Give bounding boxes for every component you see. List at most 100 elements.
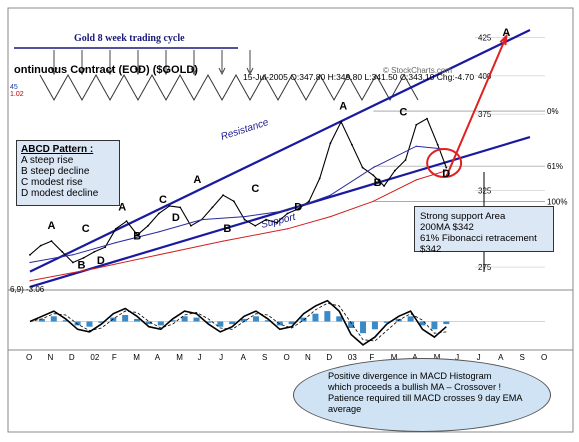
pattern-letter: A (502, 27, 510, 39)
price-point (329, 142, 332, 145)
price-series-line (29, 117, 447, 264)
cycle-arrow-head (78, 67, 86, 76)
pattern-letter: C (159, 194, 167, 206)
contract-title: ontinuous Contract (EOD) ($GOLD) (14, 64, 198, 76)
price-point (286, 228, 289, 230)
x-axis-label: O (284, 353, 290, 362)
price-point (308, 200, 310, 203)
support-line: 200MA $342 (420, 222, 474, 233)
price-point (426, 117, 428, 120)
price-point (125, 220, 128, 223)
price-point (350, 143, 353, 146)
macd-histogram-bar (348, 321, 355, 328)
pattern-letter: D (97, 255, 105, 267)
x-axis-label: N (305, 353, 311, 362)
price-point (61, 250, 64, 253)
macd-histogram-bar (431, 321, 438, 330)
macd-histogram-bar (407, 316, 414, 322)
stockcharts-credit: © StockCharts.com (383, 66, 453, 75)
cycle-arrow-head (190, 67, 198, 76)
abcd-pattern-box: ABCD Pattern : A steep rise B steep decl… (16, 140, 120, 206)
macd-histogram-bar (38, 318, 45, 322)
price-point (93, 250, 96, 253)
macd-note-line: which proceeds a bullish MA – Crossover … (328, 382, 502, 392)
macd-histogram-bar (324, 311, 331, 322)
price-point (361, 166, 364, 169)
price-point (201, 219, 203, 221)
macd-histogram-bar (98, 321, 105, 323)
pattern-letter: C (251, 183, 259, 195)
price-point (136, 234, 139, 236)
macd-signal-line (29, 302, 447, 342)
price-point (29, 280, 31, 282)
price-point (168, 204, 171, 207)
macd-histogram-bar (229, 321, 236, 325)
price-tick-label: 325 (478, 187, 492, 196)
macd-note-line: Positive divergence in MACD Histogram (328, 371, 492, 381)
pattern-letter: B (78, 260, 86, 272)
x-axis-label: N (47, 353, 53, 362)
price-point (445, 166, 448, 169)
cycle-title: Gold 8 week trading cycle (74, 33, 185, 44)
macd-histogram-bar (360, 321, 367, 334)
price-point (72, 261, 74, 264)
pattern-letter: C (82, 223, 90, 235)
price-point (72, 254, 74, 256)
price-point (275, 221, 278, 224)
x-axis-label: S (262, 353, 267, 362)
x-axis-label: J (219, 353, 223, 362)
price-point (436, 143, 439, 146)
x-axis-label: O (26, 353, 32, 362)
price-point (340, 120, 343, 123)
price-point (254, 224, 257, 227)
pattern-letter: D (294, 201, 302, 213)
x-axis-label: A (498, 353, 504, 362)
forecast-arrowhead (499, 33, 508, 46)
x-axis-label: M (176, 353, 183, 362)
macd-histogram-bar (241, 318, 248, 322)
x-axis-label: J (477, 353, 481, 362)
support-area-box: Strong support Area 200MA $342 61% Fibon… (414, 206, 554, 255)
macd-histogram-bar (312, 313, 319, 322)
macd-histogram-bar (252, 316, 259, 322)
quote-line: 15-Jul-2005 O:347.80 H:349.80 L:341.50 C… (243, 72, 475, 82)
macd-histogram-bar (74, 321, 81, 326)
price-point (265, 218, 267, 221)
x-axis-label: 03 (348, 353, 357, 362)
x-axis-label: J (455, 353, 459, 362)
price-point (157, 212, 160, 215)
macd-histogram-bar (419, 321, 426, 326)
price-point (445, 170, 447, 172)
pattern-letter: D (172, 212, 180, 224)
x-axis-label: F (112, 353, 117, 362)
price-point (50, 240, 53, 242)
indicator-value-1: 45 (10, 84, 18, 91)
cycle-arrow-head (106, 67, 114, 76)
x-axis-label: J (198, 353, 202, 362)
macd-histogram-bar (169, 320, 176, 322)
price-point (39, 244, 42, 247)
price-point (222, 240, 224, 242)
price-point (372, 200, 374, 202)
price-point (158, 231, 160, 233)
fib-level-label: 0% (547, 107, 559, 116)
price-point (329, 194, 332, 196)
price-point (211, 206, 214, 209)
macd-histogram-bar (383, 321, 390, 323)
price-point (372, 167, 374, 169)
price-point (243, 215, 246, 218)
x-axis-label: A (241, 353, 247, 362)
macd-histogram-bar (276, 321, 283, 326)
price-point (115, 241, 117, 244)
fib-level-label: 100% (547, 197, 567, 206)
cycle-arrow-head (246, 67, 254, 76)
macd-histogram-bar (300, 317, 307, 322)
fib-level-label: 61% (547, 162, 563, 171)
cycle-arrow-head (162, 67, 170, 76)
pattern-letter: D (442, 168, 450, 180)
price-point (297, 208, 300, 210)
pattern-letter: C (399, 107, 407, 119)
pattern-letter: A (193, 174, 201, 186)
pattern-letter: B (223, 223, 231, 235)
price-point (232, 200, 235, 203)
